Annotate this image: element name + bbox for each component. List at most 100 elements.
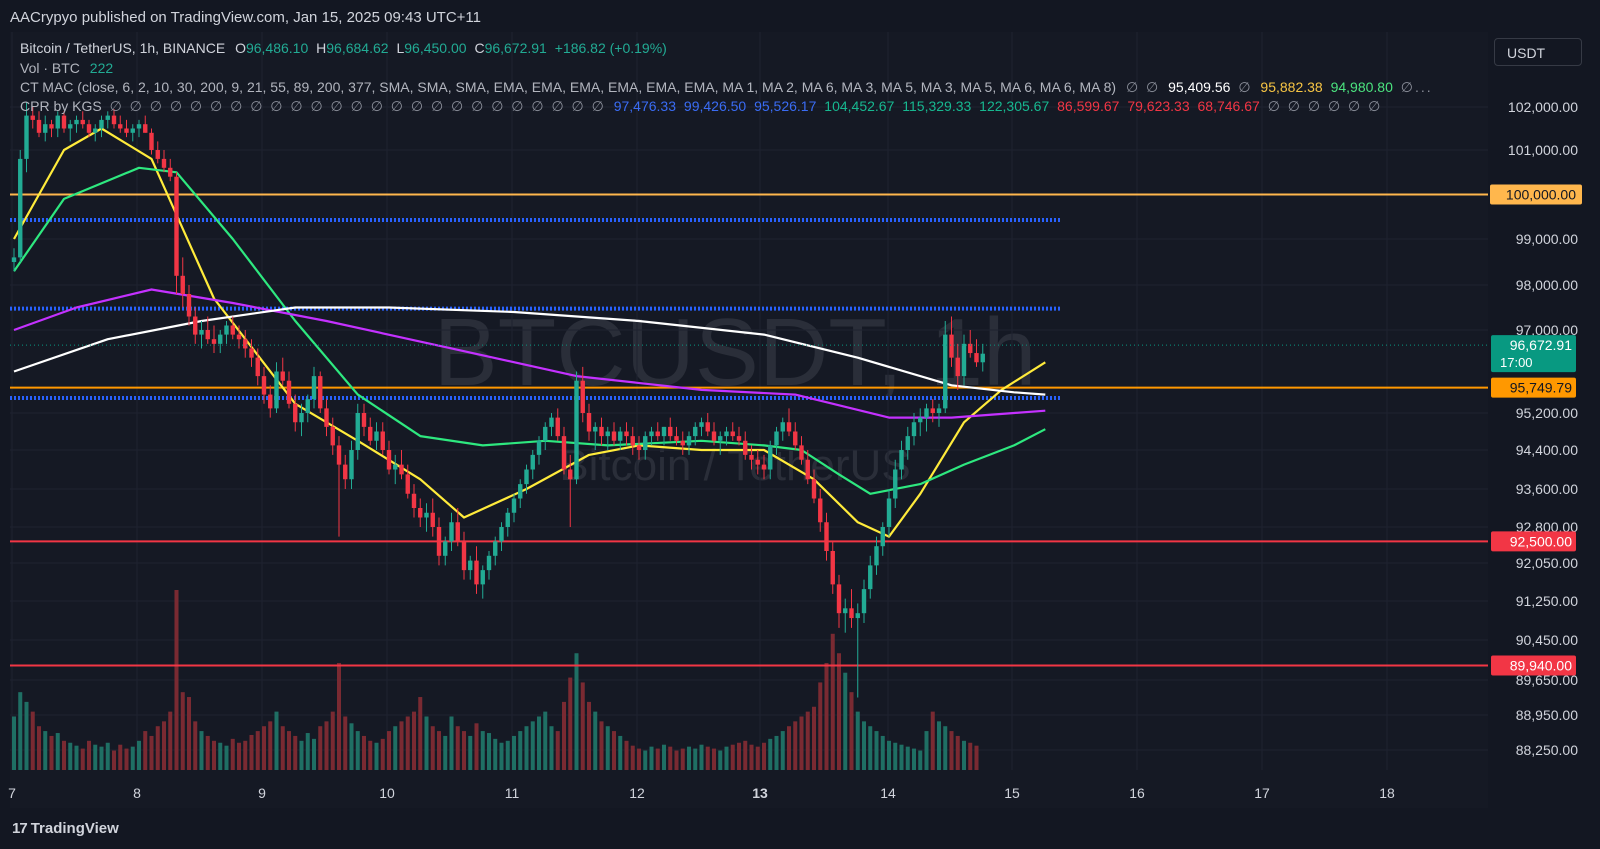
volume-bar: [268, 721, 273, 770]
volume-bar: [962, 740, 966, 770]
volume-bar: [430, 726, 435, 770]
candle-body: [755, 459, 760, 465]
quote-currency-select[interactable]: USDT: [1494, 38, 1582, 66]
volume-bar: [299, 740, 304, 770]
volume-bar: [712, 748, 716, 770]
volume-bar: [180, 692, 185, 770]
volume-bar: [305, 733, 310, 770]
candle-body: [86, 124, 92, 133]
cpr-indicator-label[interactable]: CPR by KGS: [20, 98, 102, 114]
tradingview-logo[interactable]: 17 TradingView: [12, 820, 119, 837]
y-tick-label: 98,000.00: [1516, 277, 1578, 293]
candle-body: [493, 541, 498, 556]
volume-bar: [262, 726, 266, 770]
volume-bar: [162, 721, 166, 770]
volume-bar: [524, 726, 529, 770]
y-tick-label: 90,450.00: [1516, 632, 1578, 648]
candle-body: [561, 436, 567, 470]
candle-body: [124, 128, 129, 133]
volume-bar: [474, 723, 479, 770]
cpr-value-4: 104,452.67: [824, 98, 895, 114]
volume-bar: [512, 735, 516, 770]
price-axis[interactable]: [1488, 32, 1600, 808]
volume-bar: [668, 746, 673, 770]
open-label: O: [235, 40, 246, 56]
volume-bar: [137, 740, 141, 770]
symbol-label[interactable]: Bitcoin / TetherUS, 1h, BINANCE: [20, 40, 226, 56]
level-price-tag-label: 95,749.79: [1510, 380, 1572, 396]
candle-body: [768, 445, 773, 470]
candle-body: [318, 376, 323, 409]
volume-bar: [880, 735, 885, 770]
level-price-tag: [1491, 655, 1576, 676]
cpr-value-1: 97,476.33: [613, 98, 677, 114]
volume-bar: [630, 745, 635, 770]
candle-body: [305, 399, 310, 413]
close-value: 96,672.91: [484, 40, 547, 56]
candle-body: [324, 408, 329, 427]
volume-bar: [562, 701, 566, 770]
x-tick-label: 10: [379, 785, 395, 801]
level-price-tag-label: 100,000.00: [1506, 187, 1576, 203]
candle-body: [505, 512, 510, 527]
close-label: C: [474, 40, 485, 56]
volume-bar: [730, 744, 735, 770]
candle-body: [130, 128, 135, 133]
x-tick-label: 14: [880, 785, 896, 801]
volume-bar: [324, 721, 329, 770]
candle-body: [55, 115, 60, 129]
volume-bar: [93, 744, 98, 770]
volume-bar: [437, 731, 441, 770]
candle-body: [424, 512, 429, 518]
x-tick-label: 18: [1379, 785, 1395, 801]
volume-bar: [62, 740, 66, 770]
volume-bar: [143, 731, 148, 770]
ohlc-legend: Bitcoin / TetherUS, 1h, BINANCE O96,486.…: [20, 40, 667, 56]
candle-body: [399, 464, 404, 475]
y-tick-label: 94,400.00: [1516, 442, 1578, 458]
candle-body: [380, 431, 385, 450]
candle-body: [799, 445, 804, 460]
mac-value-1: 95,409.56: [1168, 79, 1231, 95]
candle-body: [393, 464, 398, 470]
volume-value: 222: [89, 60, 114, 76]
volume-bar: [43, 731, 48, 770]
candle-body: [155, 150, 160, 159]
y-tick-label: 95,200.00: [1516, 405, 1578, 421]
volume-bar: [943, 726, 948, 770]
volume-bar: [374, 742, 379, 770]
level-price-tag-label: 89,940.00: [1510, 658, 1572, 674]
volume-bar: [455, 726, 460, 770]
volume-bar: [905, 746, 910, 770]
volume-bar: [924, 731, 929, 770]
candle-body: [974, 353, 979, 363]
cpr-value-5: 115,329.33: [902, 98, 972, 114]
mac-indicator-label[interactable]: CT MAC (close, 6, 2, 10, 30, 200, 9, 21,…: [20, 79, 1117, 95]
candle-body: [68, 124, 73, 129]
volume-bar: [487, 733, 491, 770]
volume-bar: [974, 745, 979, 770]
candle-body: [924, 408, 929, 418]
chart-pane[interactable]: [10, 32, 1488, 808]
volume-bar: [724, 746, 729, 770]
volume-bar: [574, 653, 579, 770]
candle-body: [705, 422, 710, 432]
candle-body: [630, 436, 635, 446]
moving-average-line: [13, 127, 1046, 538]
volume-bar: [855, 711, 860, 770]
volume-bar: [149, 735, 154, 770]
y-tick-label: 99,000.00: [1516, 231, 1578, 247]
volume-bar: [218, 742, 223, 770]
volume-bar: [393, 726, 398, 770]
volume-bar: [12, 716, 16, 770]
volume-bar: [780, 731, 785, 770]
volume-bar: [699, 744, 704, 770]
volume-bar: [612, 731, 616, 770]
candle-body: [368, 426, 373, 441]
volume-bar: [212, 740, 216, 770]
volume-bar: [362, 735, 366, 770]
volume-label[interactable]: Vol · BTC: [20, 60, 80, 76]
cpr-value-7: 86,599.67: [1057, 98, 1120, 114]
candle-body: [949, 334, 954, 358]
